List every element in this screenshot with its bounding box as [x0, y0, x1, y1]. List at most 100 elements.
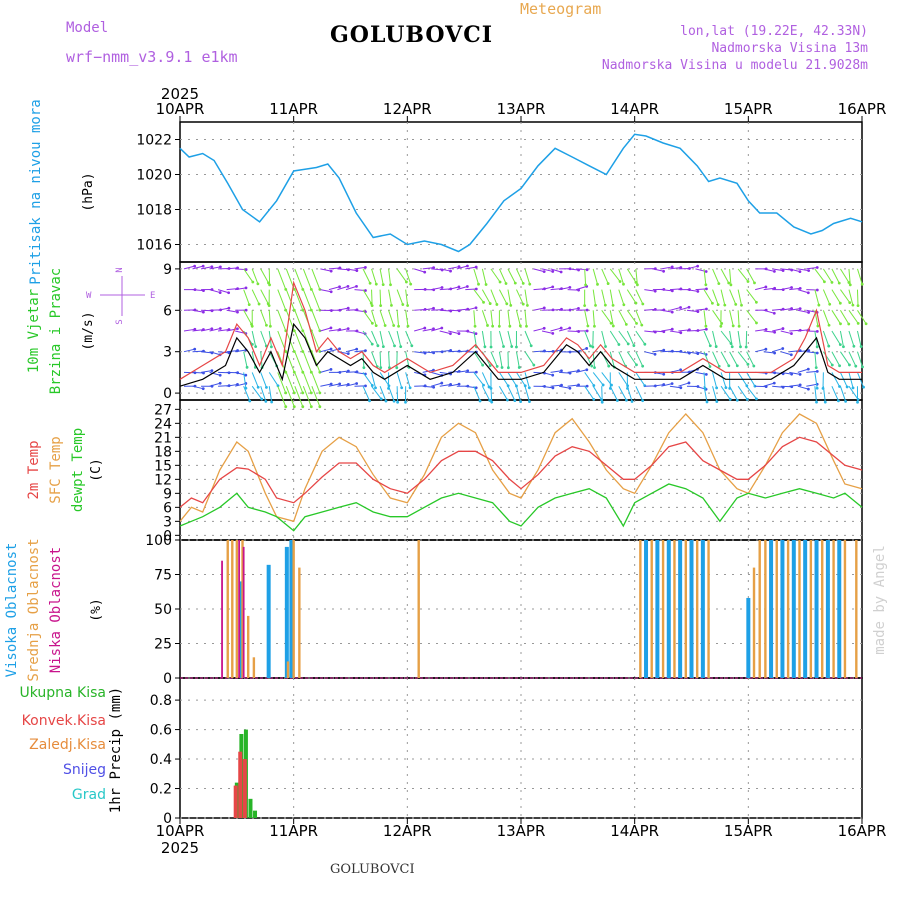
wind-arrow-head — [606, 282, 610, 285]
wind-arrow — [780, 351, 792, 356]
wind-arrow-head — [370, 342, 374, 346]
wind-arrow — [354, 330, 366, 335]
wind-arrow — [192, 265, 204, 270]
wind-arrow — [840, 289, 851, 303]
wind-arrow — [243, 268, 254, 283]
wind-arrow — [243, 310, 252, 325]
wind-arrow-head — [715, 386, 719, 390]
wind-arrow-head — [376, 344, 380, 348]
wind-arrow — [524, 289, 528, 306]
wind-arrow — [626, 268, 637, 283]
y-tick-label: 12 — [154, 472, 172, 488]
wind-arrow — [439, 309, 451, 312]
wind-arrow — [644, 289, 656, 292]
wind-arrow-head — [355, 382, 359, 385]
wind-arrow — [848, 289, 854, 306]
wind-arrow — [515, 386, 522, 402]
precip-legend-item: Konvek.Kisa — [22, 713, 106, 729]
wind-arrow-head — [423, 326, 427, 330]
wind-arrow — [703, 310, 707, 327]
wind-arrow-head — [432, 306, 435, 310]
wind-arrow — [789, 308, 801, 311]
wind-arrow-head — [848, 283, 852, 287]
wind-arrow — [729, 268, 732, 285]
wind-arrow — [720, 385, 731, 400]
wind-arrow — [260, 310, 267, 326]
wind-arrow — [831, 310, 841, 325]
wind-arrow — [277, 268, 287, 290]
compass-west: W — [86, 291, 92, 301]
wind-arrow-head — [790, 307, 794, 310]
wind-arrow — [448, 383, 460, 387]
wind-arrow — [789, 329, 801, 332]
wind-arrow-head — [502, 345, 505, 348]
wind-arrow-head — [500, 366, 504, 369]
wind-arrow — [328, 286, 340, 291]
wind-arrow-head — [754, 300, 758, 304]
wind-arrow-head — [864, 322, 868, 326]
wind-arrow-head — [856, 304, 860, 307]
wind-arrow — [856, 268, 863, 285]
wind-arrow-head — [635, 363, 638, 367]
wind-axis-label: 10m Vjetar — [26, 289, 42, 373]
wind-arrow — [772, 385, 784, 388]
wind-arrow-head — [483, 345, 487, 349]
y-tick-label: 6 — [163, 303, 172, 319]
wind-arrow — [584, 268, 587, 285]
wind-arrow-head — [519, 400, 523, 404]
wind-arrow — [456, 350, 468, 353]
wind-arrow-head — [256, 385, 260, 389]
wind-arrow-head — [201, 387, 205, 391]
wind-arrow-head — [781, 327, 785, 330]
wind-arrow-head — [368, 399, 371, 403]
wind-arrow-head — [601, 383, 605, 387]
wind-arrow-head — [384, 399, 388, 403]
wind-arrow — [515, 351, 520, 368]
wind-arrow-head — [506, 384, 510, 388]
wind-arrow — [541, 268, 553, 272]
cloud-bar — [655, 540, 660, 678]
wind-arrow-head — [276, 384, 280, 388]
x-tick-label-bottom: 10APR — [156, 822, 205, 840]
wind-arrow — [737, 385, 748, 400]
wind-arrow-head — [527, 386, 531, 390]
wind-arrow — [294, 330, 304, 352]
wind-arrow — [200, 370, 212, 373]
wind-arrow — [439, 349, 451, 353]
cloud-bar — [809, 540, 813, 678]
wind-arrow — [661, 328, 673, 332]
wind-arrow-head — [773, 330, 777, 334]
dewpoint-axis-label: dewpt Temp — [70, 428, 86, 512]
wind-arrow — [337, 268, 349, 271]
wind-arrow — [226, 267, 238, 270]
wind-arrow-head — [457, 382, 461, 386]
wind-arrow — [388, 289, 392, 306]
wind-arrow — [678, 306, 690, 311]
wind-arrow — [311, 268, 321, 290]
wind-arrow-head — [387, 386, 390, 390]
wind-arrow — [226, 350, 238, 353]
wind-arrow-head — [390, 303, 393, 307]
wind-arrow-head — [591, 345, 595, 349]
wind-arrow — [618, 310, 627, 325]
wind-arrow — [294, 289, 304, 311]
wind-arrow — [422, 385, 434, 388]
wind-arrow — [396, 289, 404, 305]
wind-arrow-head — [432, 327, 435, 331]
wind-arrow — [414, 268, 425, 273]
wind-arrow — [609, 330, 620, 345]
wind-arrow-head — [466, 264, 469, 268]
wind-arrow-head — [568, 285, 572, 289]
wind-arrow-head — [679, 306, 682, 309]
wind-arrow — [541, 330, 553, 334]
wind-arrow-head — [379, 366, 383, 370]
wind-arrow-head — [838, 364, 841, 368]
wind-arrow-head — [218, 373, 222, 377]
station-title: GOLUBOVCI — [330, 22, 494, 48]
wind-arrow-head — [236, 310, 239, 314]
wind-arrow-head — [466, 369, 470, 373]
wind-arrow — [337, 383, 349, 387]
wind-arrow — [822, 289, 831, 305]
wind-arrow-head — [381, 283, 385, 286]
wind-arrow — [431, 371, 442, 376]
